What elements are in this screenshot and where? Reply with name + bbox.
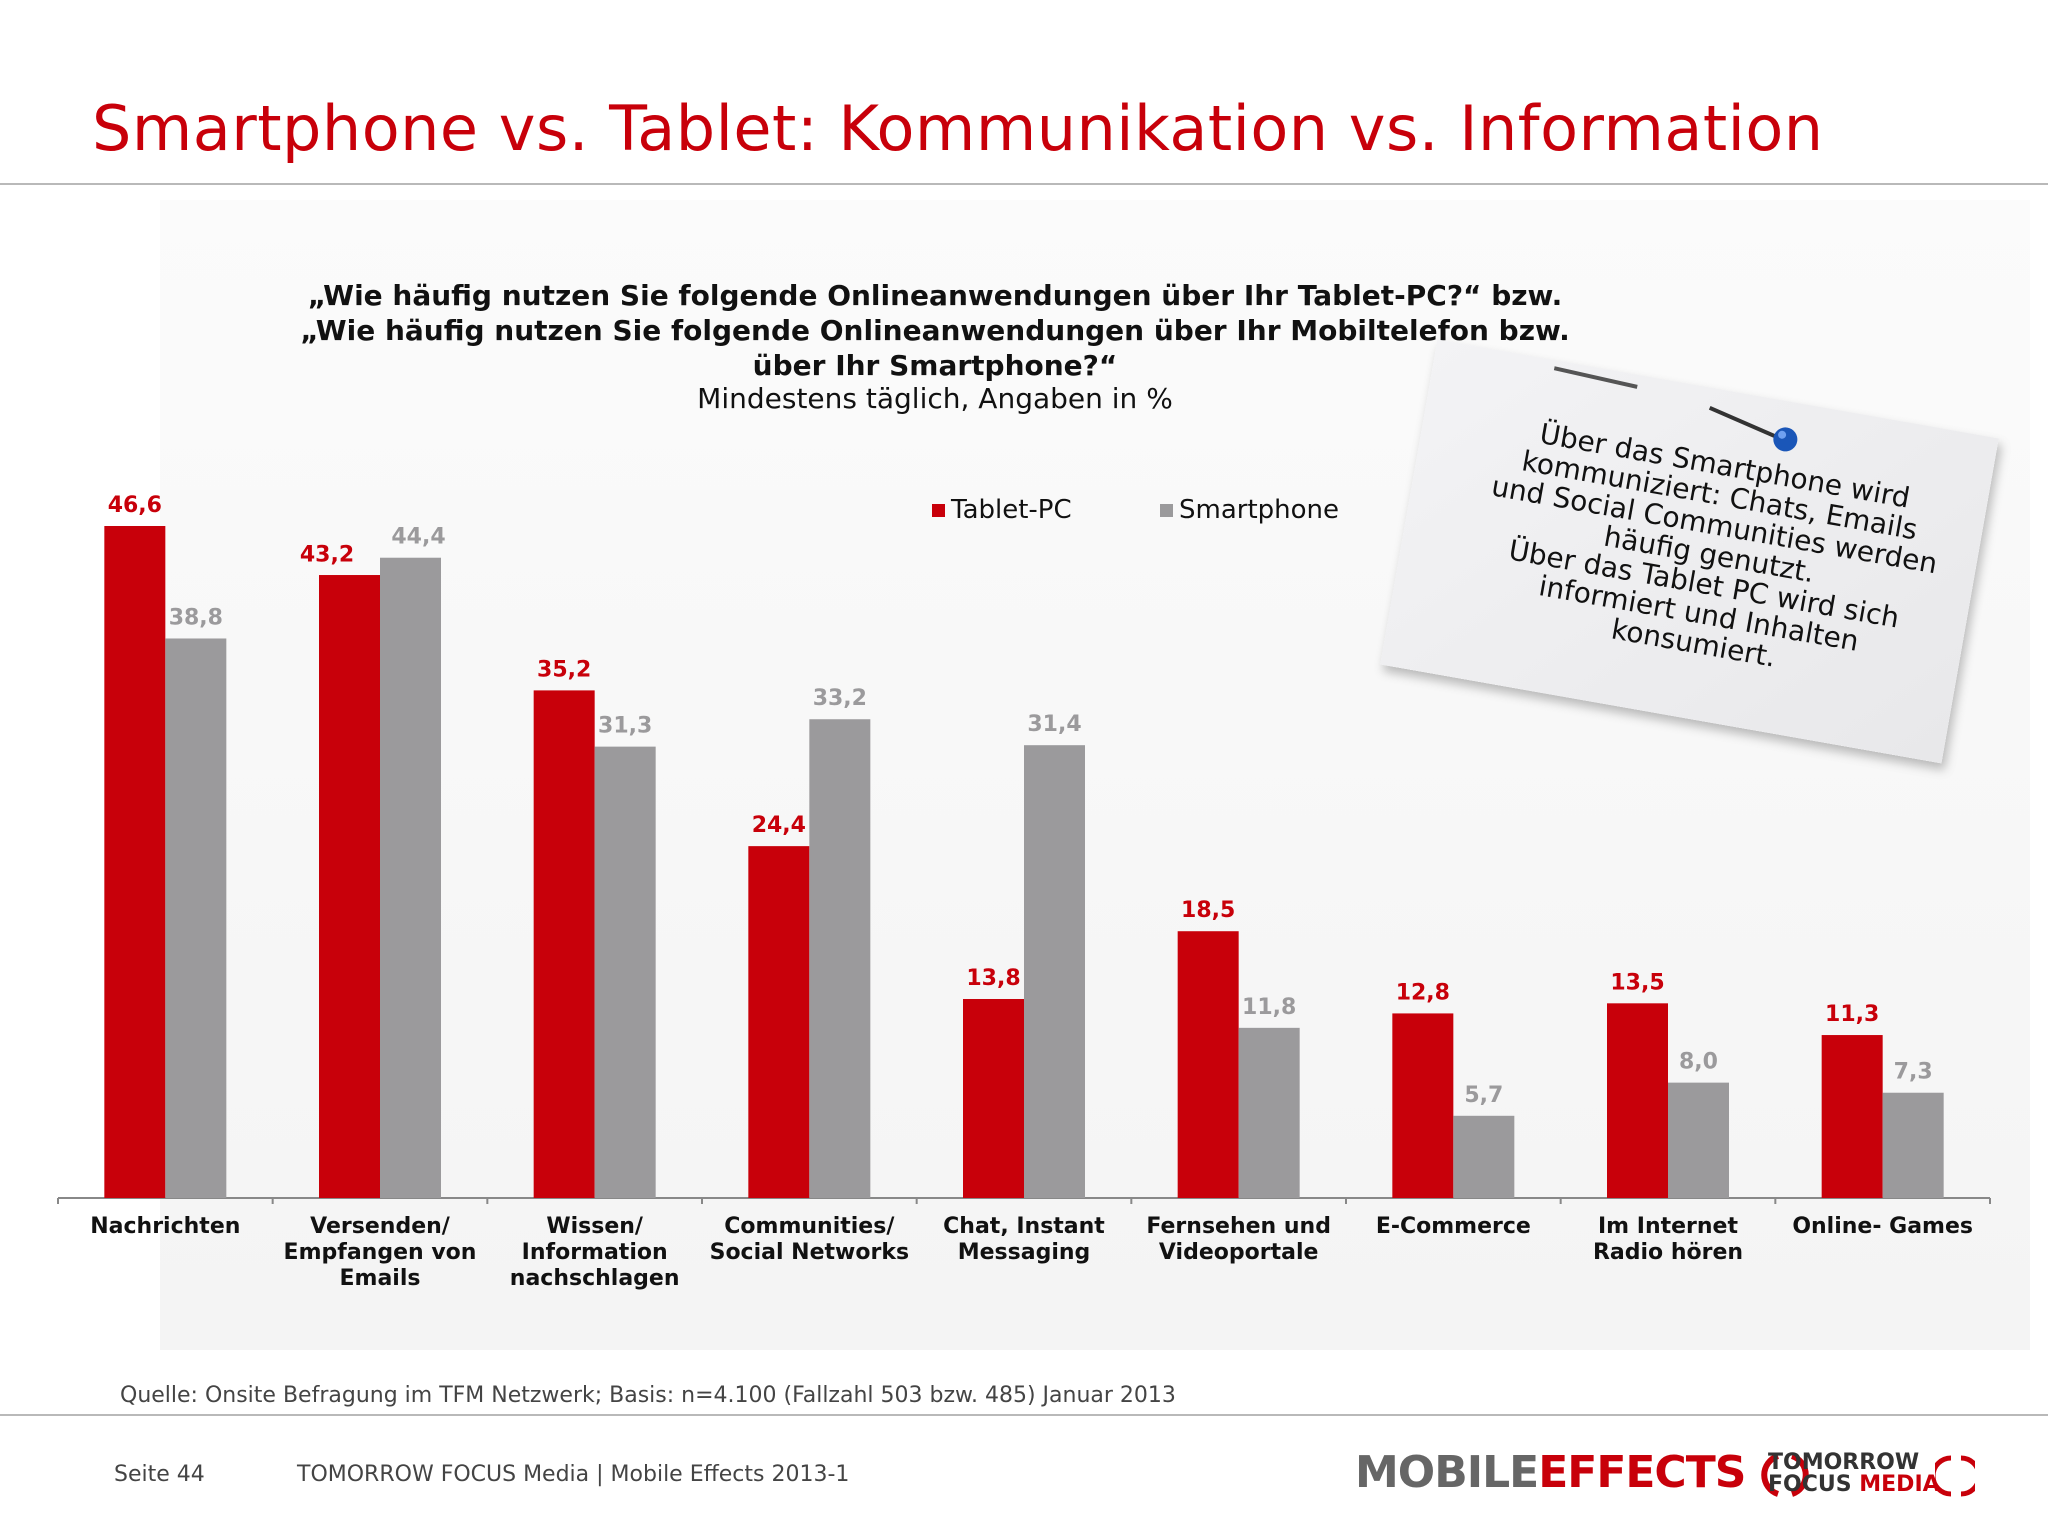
category-label-line: Chat, Instant xyxy=(943,1214,1105,1239)
category-label-line: Empfangen von xyxy=(283,1240,477,1265)
pin-icon xyxy=(1553,366,1798,452)
data-label-smartphone-1: 44,4 xyxy=(391,525,445,550)
data-label-smartphone-6: 5,7 xyxy=(1464,1083,1503,1108)
category-label-3: Communities/Social Networks xyxy=(704,1214,914,1266)
category-label-line: Information xyxy=(521,1240,668,1265)
chart-subtitle: Mindestens täglich, Angaben in % xyxy=(697,382,1173,415)
logo-effects: EFFECTS xyxy=(1538,1447,1746,1498)
bar-tablet-0 xyxy=(104,526,166,1198)
category-label-line: nachschlagen xyxy=(509,1266,680,1291)
bar-smartphone-4 xyxy=(1024,745,1085,1198)
bar-tablet-8 xyxy=(1821,1035,1883,1198)
category-label-line: E-Commerce xyxy=(1375,1214,1531,1239)
bar-smartphone-8 xyxy=(1882,1092,1944,1198)
bar-smartphone-5 xyxy=(1238,1027,1300,1198)
logo-mobile: MOBILE xyxy=(1355,1447,1539,1498)
category-label-7: Im Internet Radio hören xyxy=(1563,1214,1773,1266)
category-label-line: Communities/ xyxy=(724,1214,895,1239)
bar-tablet-1 xyxy=(319,575,380,1198)
data-label-smartphone-7: 8,0 xyxy=(1679,1050,1718,1075)
data-label-tablet-5: 18,5 xyxy=(1181,898,1235,923)
category-label-8: Online- Games xyxy=(1778,1214,1988,1240)
data-label-smartphone-4: 31,4 xyxy=(1027,712,1081,737)
bar-tablet-2 xyxy=(533,690,595,1198)
question-line-1: „Wie häufig nutzen Sie folgende Onlinean… xyxy=(307,279,1563,312)
bar-smartphone-1 xyxy=(380,557,441,1198)
bar-tablet-5 xyxy=(1177,931,1239,1198)
question-line-3: über Ihr Smartphone?“ xyxy=(752,349,1118,382)
data-label-tablet-4: 13,8 xyxy=(966,966,1020,991)
data-label-smartphone-3: 33,2 xyxy=(813,686,867,711)
category-label-line: Videoportale xyxy=(1158,1240,1319,1265)
data-label-smartphone-2: 31,3 xyxy=(598,714,652,739)
question-line-2: „Wie häufig nutzen Sie folgende Onlinean… xyxy=(300,314,1570,347)
category-label-line: Fernsehen und xyxy=(1146,1214,1331,1239)
category-label-line: Emails xyxy=(339,1266,421,1291)
page-number: Seite 44 xyxy=(114,1462,205,1487)
pinned-note: Über das Smartphone wird kommuniziert: C… xyxy=(1380,339,2011,764)
bar-tablet-4 xyxy=(963,998,1024,1198)
footer-company: TOMORROW FOCUS Media | Mobile Effects 20… xyxy=(297,1462,850,1487)
data-label-tablet-1: 43,2 xyxy=(300,543,354,568)
legend-swatch-tablet xyxy=(932,503,945,517)
category-label-line: Im Internet xyxy=(1597,1214,1738,1239)
header-divider xyxy=(0,183,2048,185)
footer-divider xyxy=(0,1414,2048,1416)
data-label-smartphone-8: 7,3 xyxy=(1894,1060,1933,1085)
data-label-smartphone-0: 38,8 xyxy=(169,605,223,630)
logo-focus: FOCUS xyxy=(1768,1472,1852,1497)
category-label-line: Online- Games xyxy=(1792,1214,1973,1239)
legend-tablet: Tablet-PC xyxy=(932,495,1072,525)
category-label-1: Versenden/Empfangen von Emails xyxy=(275,1214,485,1292)
logo-tomorrow: TOMORROW xyxy=(1768,1450,1920,1475)
tomorrow-focus-logo: TOMORROW FOCUS MEDIA xyxy=(1768,1452,1940,1496)
source-note: Quelle: Onsite Befragung im TFM Netzwerk… xyxy=(120,1383,1176,1408)
legend-swatch-smartphone xyxy=(1160,503,1173,517)
category-label-6: E-Commerce xyxy=(1348,1214,1558,1240)
category-label-line: Versenden/ xyxy=(310,1214,450,1239)
category-label-2: Wissen/Information nachschlagen xyxy=(490,1214,700,1292)
data-label-tablet-2: 35,2 xyxy=(537,657,591,682)
data-label-tablet-8: 11,3 xyxy=(1825,1002,1879,1027)
category-label-line: Radio hören xyxy=(1592,1240,1744,1265)
legend-label-tablet: Tablet-PC xyxy=(951,495,1072,525)
logo-bracket-icon xyxy=(1761,1453,1809,1497)
bar-tablet-7 xyxy=(1607,1003,1668,1198)
category-label-line: Nachrichten xyxy=(90,1214,241,1239)
bar-smartphone-3 xyxy=(809,719,871,1198)
logo-media: MEDIA xyxy=(1859,1472,1940,1497)
category-label-0: Nachrichten xyxy=(60,1214,270,1240)
page-title: Smartphone vs. Tablet: Kommunikation vs.… xyxy=(92,92,1824,165)
bar-smartphone-2 xyxy=(594,746,656,1198)
data-label-tablet-3: 24,4 xyxy=(752,813,806,838)
mobile-effects-logo: MOBILEEFFECTS xyxy=(1355,1447,1810,1500)
data-label-smartphone-5: 11,8 xyxy=(1242,995,1296,1020)
data-label-tablet-6: 12,8 xyxy=(1396,980,1450,1005)
bar-smartphone-0 xyxy=(165,638,227,1198)
tomorrow-focus-bracket-icon xyxy=(1935,1455,1975,1497)
category-label-line: Messaging xyxy=(957,1240,1091,1265)
category-label-line: Wissen/ xyxy=(546,1214,643,1239)
category-label-4: Chat, Instant Messaging xyxy=(919,1214,1129,1266)
bar-tablet-3 xyxy=(748,846,810,1198)
survey-question: „Wie häufig nutzen Sie folgende Onlinean… xyxy=(280,278,1590,383)
legend-label-smartphone: Smartphone xyxy=(1179,495,1340,525)
legend-smartphone: Smartphone xyxy=(1160,495,1339,525)
data-label-tablet-0: 46,6 xyxy=(108,493,162,518)
data-label-tablet-7: 13,5 xyxy=(1610,970,1664,995)
category-label-line: Social Networks xyxy=(709,1240,910,1265)
bar-tablet-6 xyxy=(1392,1013,1454,1198)
bar-smartphone-7 xyxy=(1668,1082,1729,1198)
category-label-5: Fernsehen und Videoportale xyxy=(1134,1214,1344,1266)
bar-smartphone-6 xyxy=(1453,1115,1515,1198)
